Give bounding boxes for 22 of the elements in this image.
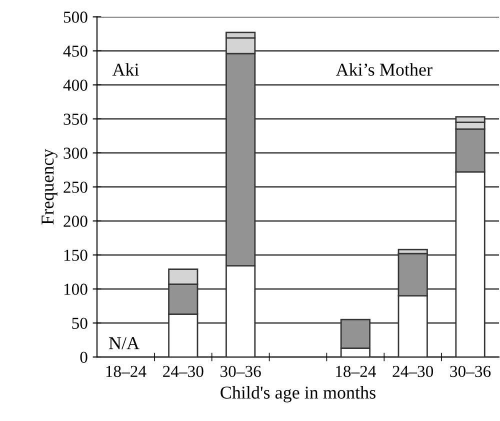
x-axis-title: Child's age in months [220, 386, 376, 402]
annotation: N/A [109, 337, 140, 350]
y-tick-label: 400 [63, 80, 88, 91]
y-axis-title: Frequency [42, 148, 58, 225]
y-tick-label: 50 [72, 318, 88, 329]
x-tick-label: 24–30 [392, 366, 434, 378]
y-tick-label: 500 [64, 12, 88, 23]
x-tick-label: 24–30 [163, 366, 204, 378]
x-tick-label: 18–24 [106, 366, 146, 378]
y-tick-label: 350 [64, 114, 88, 125]
y-tick-label: 250 [64, 182, 88, 193]
y-tick-label: 200 [64, 216, 88, 227]
y-tick-label: 100 [64, 284, 88, 295]
x-tick-label: 18–24 [336, 366, 376, 378]
y-tick-label: 150 [64, 250, 88, 261]
y-tick-label: 300 [64, 148, 88, 159]
x-tick-label: 30–36 [220, 366, 261, 378]
x-tick-label: 30–36 [450, 366, 491, 378]
annotation: Aki [112, 63, 139, 76]
y-tick-label: 450 [63, 46, 88, 57]
annotation: Aki’s Mother [336, 63, 432, 76]
y-tick-label: 0 [80, 352, 88, 363]
